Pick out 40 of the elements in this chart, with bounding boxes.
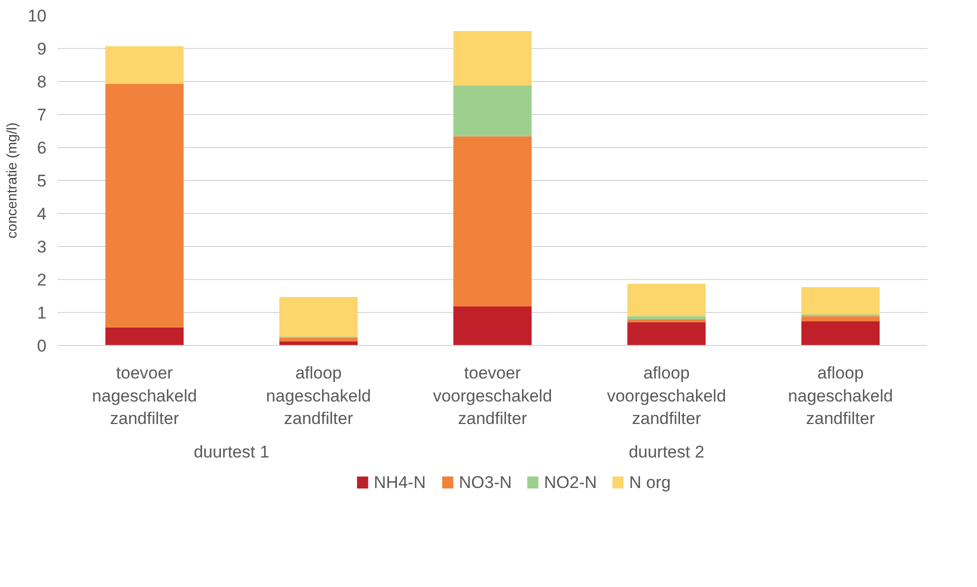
- bar: [627, 316, 706, 320]
- x-tick-label: toevoer voorgeschakeld zandfilter: [432, 364, 552, 428]
- bar: [105, 84, 184, 328]
- y-tick-label: 6: [37, 138, 47, 158]
- text: duurtest 1: [194, 442, 270, 462]
- y-axis-title: concentratie (mg/l): [4, 122, 20, 238]
- x-tick-label: afloop nageschakeld zandfilter: [266, 364, 371, 428]
- y-tick-label: 4: [37, 204, 47, 224]
- y-tick-label: 3: [37, 238, 47, 256]
- y-tick-label: 10: [28, 6, 47, 26]
- legend-label: NO2-N: [544, 473, 597, 492]
- y-tick-label: 2: [37, 270, 47, 290]
- x-tick-label: afloop nageschakeld zandfilter: [788, 364, 893, 428]
- legend-label: N org: [629, 473, 671, 492]
- bar: [801, 321, 880, 346]
- y-tick-label: 1: [37, 304, 47, 322]
- y-tick-label: 5: [37, 172, 47, 190]
- legend-label: NH4-N: [374, 473, 426, 492]
- bar: [453, 85, 532, 136]
- y-tick-label: 0: [37, 336, 47, 356]
- y-tick-label: 9: [37, 40, 47, 58]
- text: duurtest 2: [628, 442, 704, 462]
- bar: [801, 287, 880, 314]
- bar: [627, 322, 706, 346]
- bar: [279, 341, 358, 346]
- bar: [279, 338, 358, 342]
- legend-label: NO3-N: [458, 473, 512, 492]
- bar: [105, 46, 184, 84]
- bar: [105, 327, 184, 346]
- bar: [279, 296, 358, 337]
- bar: [453, 136, 532, 307]
- bar: [453, 31, 532, 86]
- bar: [801, 316, 880, 322]
- bar: [627, 319, 706, 322]
- x-tick-label: toevoer nageschakeld zandfilter: [92, 364, 197, 428]
- x-tick-label: afloop voorgeschakeld zandfilter: [606, 364, 726, 428]
- y-tick-label: 8: [37, 72, 47, 92]
- bar: [453, 306, 532, 346]
- bar: [627, 284, 706, 316]
- y-tick-label: 7: [37, 106, 47, 124]
